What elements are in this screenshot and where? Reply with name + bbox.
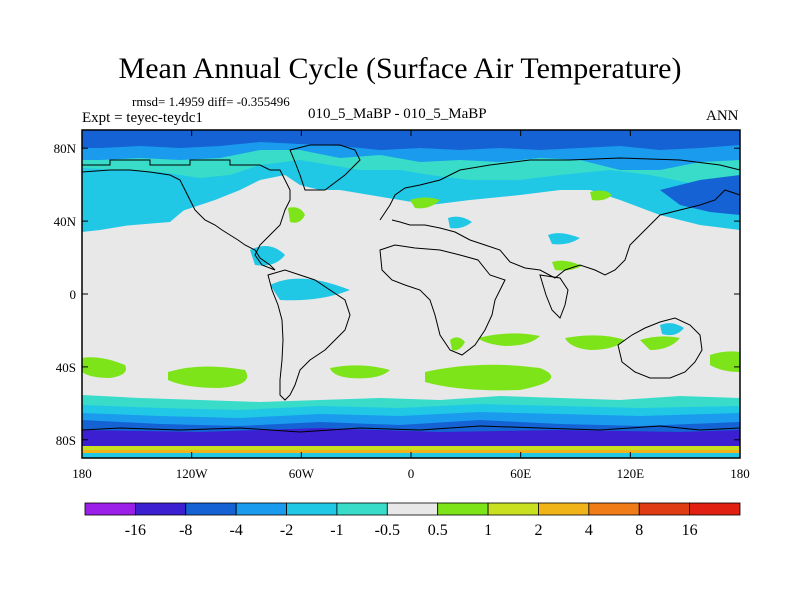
colorbar-label: -0.5 xyxy=(375,522,400,539)
field-north-band-darkblue xyxy=(82,130,740,150)
y-tick-label: 80S xyxy=(56,433,76,448)
colorbar-swatch xyxy=(638,502,691,516)
field-green-patch-8 xyxy=(288,207,305,223)
colorbar-label: 2 xyxy=(534,522,542,539)
y-tick-label: 80N xyxy=(54,141,77,156)
experiment-label: Expt = teyec-teydc1 xyxy=(82,110,203,126)
colorbar-swatch xyxy=(84,502,136,516)
x-tick-label: 180 xyxy=(730,466,750,481)
colorbar-swatch xyxy=(437,502,489,516)
outline-eurasia xyxy=(379,157,741,279)
colorbar-label: 1 xyxy=(484,522,492,539)
y-tick-label: 0 xyxy=(70,287,77,302)
outline-south-america xyxy=(267,269,351,401)
outline-north-america xyxy=(81,159,291,271)
chart-title: Mean Annual Cycle (Surface Air Temperatu… xyxy=(118,52,682,85)
colorbar-swatch xyxy=(134,502,187,516)
stats-line: rmsd= 1.4959 diff= -0.355496 xyxy=(132,94,290,109)
colorbar-label: 16 xyxy=(682,522,698,539)
outline-antarctica xyxy=(81,425,741,433)
x-tick-label: 120W xyxy=(176,466,209,481)
x-tick-label: 180 xyxy=(72,466,92,481)
field-green-patch-9 xyxy=(410,197,440,209)
continent-outlines xyxy=(81,144,741,433)
map-field xyxy=(82,130,740,458)
colorbar-label: -4 xyxy=(229,522,242,539)
y-tick-label: 40S xyxy=(56,360,76,375)
x-tick-label: 60E xyxy=(510,466,531,481)
field-cyan-patch-5 xyxy=(660,323,684,336)
colorbar-swatch xyxy=(487,502,539,516)
field-green-patch-2 xyxy=(168,366,248,388)
colorbar-label: 0.5 xyxy=(428,522,448,539)
colorbar-swatch xyxy=(185,502,237,516)
colorbar-label: -8 xyxy=(179,522,192,539)
field-cyan-patch-3 xyxy=(548,233,580,245)
outline-india xyxy=(539,274,569,319)
field-green-patch-5 xyxy=(565,335,625,350)
colorbar-swatch xyxy=(286,502,338,516)
field-green-patch-3 xyxy=(330,365,390,379)
colorbar-label: 8 xyxy=(635,522,643,539)
colorbar-label: -1 xyxy=(330,522,343,539)
field-green-patch-1 xyxy=(82,357,126,378)
colorbar-swatch xyxy=(689,502,741,516)
x-tick-label: 0 xyxy=(408,466,415,481)
field-green-patch-13 xyxy=(640,336,680,350)
field-nepacific-blue xyxy=(660,175,740,215)
x-tick-label: 60W xyxy=(289,466,315,481)
colorbar: -16 -8 -4 -2 -1 -0.5 0.5 1 2 4 8 16 xyxy=(84,502,741,539)
colorbar-swatch xyxy=(538,502,590,516)
season-label: ANN xyxy=(706,108,739,124)
colorbar-swatch xyxy=(386,502,439,516)
field-green-patch-6 xyxy=(478,333,540,346)
colorbar-swatch xyxy=(235,502,287,516)
field-south-strip-yellow xyxy=(82,446,740,450)
colorbar-label: -16 xyxy=(125,522,146,539)
chart-subtitle: 010_5_MaBP - 010_5_MaBP xyxy=(308,106,487,122)
field-cyan-patch-1 xyxy=(270,278,350,301)
colorbar-label: 4 xyxy=(585,522,593,539)
outline-australia xyxy=(617,317,703,379)
field-green-patch-4 xyxy=(425,364,552,391)
field-green-patch-11 xyxy=(552,260,582,271)
x-axis: 180 120W 60W 0 60E 120E 180 xyxy=(72,130,750,481)
outline-greenland xyxy=(289,144,361,191)
field-south-strip-orange xyxy=(82,450,740,453)
colorbar-label: -2 xyxy=(280,522,293,539)
y-tick-label: 40N xyxy=(54,214,77,229)
colorbar-swatch xyxy=(336,502,388,516)
field-green-patch-7 xyxy=(710,351,740,372)
y-axis: 80N 40N 0 40S 80S xyxy=(54,141,740,448)
field-south-band-deepblue xyxy=(82,428,740,446)
x-tick-label: 120E xyxy=(617,466,645,481)
field-natlantic-cyan xyxy=(82,180,190,226)
colorbar-swatch xyxy=(588,502,640,516)
field-green-patch-12 xyxy=(450,337,465,351)
field-green-patch-10 xyxy=(590,190,612,201)
field-cyan-patch-4 xyxy=(448,216,472,229)
outline-africa xyxy=(379,244,506,356)
